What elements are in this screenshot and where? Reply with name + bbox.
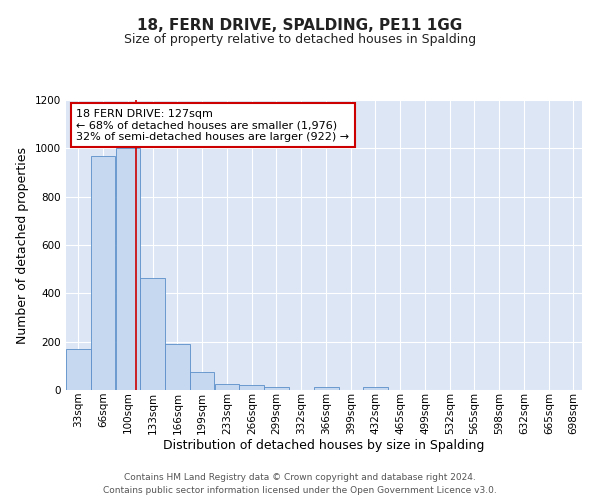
Bar bbox=[190, 372, 214, 390]
Bar bbox=[264, 387, 289, 390]
Bar bbox=[314, 387, 338, 390]
Bar bbox=[215, 384, 239, 390]
Bar bbox=[140, 278, 165, 390]
Text: 18, FERN DRIVE, SPALDING, PE11 1GG: 18, FERN DRIVE, SPALDING, PE11 1GG bbox=[137, 18, 463, 32]
Y-axis label: Number of detached properties: Number of detached properties bbox=[16, 146, 29, 344]
Bar bbox=[165, 344, 190, 390]
Text: Size of property relative to detached houses in Spalding: Size of property relative to detached ho… bbox=[124, 32, 476, 46]
Bar bbox=[66, 349, 91, 390]
Bar bbox=[116, 148, 140, 390]
Bar bbox=[91, 156, 115, 390]
Bar bbox=[239, 385, 264, 390]
X-axis label: Distribution of detached houses by size in Spalding: Distribution of detached houses by size … bbox=[163, 439, 485, 452]
Text: Contains HM Land Registry data © Crown copyright and database right 2024.
Contai: Contains HM Land Registry data © Crown c… bbox=[103, 474, 497, 495]
Bar bbox=[363, 387, 388, 390]
Text: 18 FERN DRIVE: 127sqm
← 68% of detached houses are smaller (1,976)
32% of semi-d: 18 FERN DRIVE: 127sqm ← 68% of detached … bbox=[76, 108, 349, 142]
